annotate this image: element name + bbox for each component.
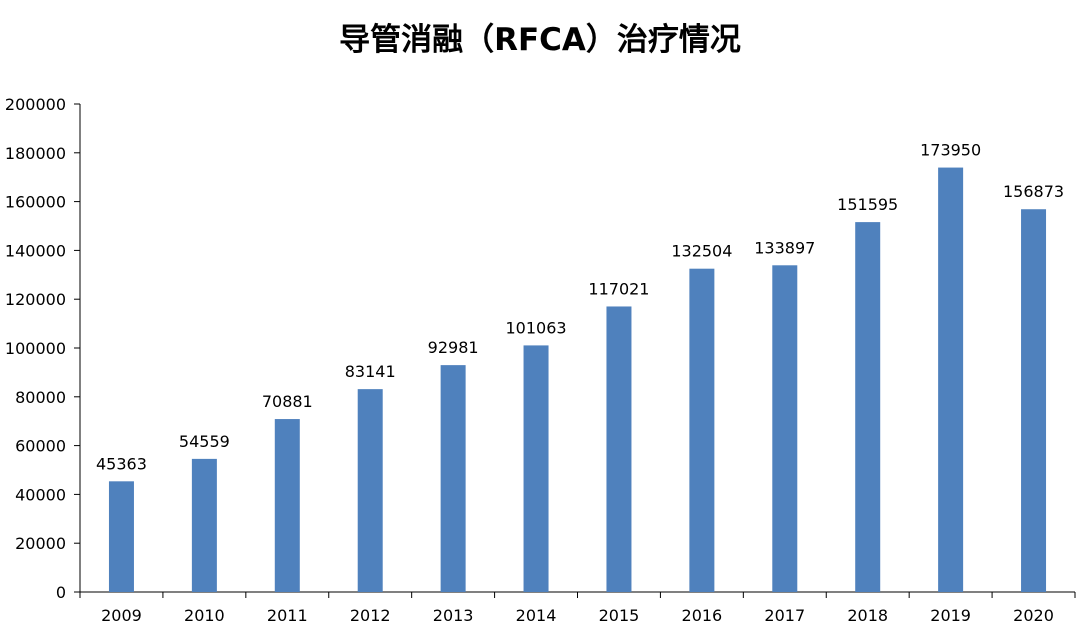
y-tick-label: 0: [56, 583, 66, 602]
data-labels: 45363 54559 70881 83141 92981 101063 117021 132…: [96, 141, 1064, 474]
bar-2011: [274, 419, 300, 592]
data-label-2015: 117021: [588, 279, 649, 298]
x-tick-label-2014: 2014: [516, 606, 557, 625]
bar-2013: [440, 365, 466, 592]
y-tick-label: 160000: [5, 193, 66, 212]
y-tick-label: 40000: [15, 485, 66, 504]
y-tick-label: 80000: [15, 388, 66, 407]
bar-2019: [938, 167, 964, 592]
x-tick-label-2009: 2009: [101, 606, 142, 625]
bar-2016: [689, 268, 715, 592]
data-label-2009: 45363: [96, 454, 147, 473]
data-label-2012: 83141: [345, 362, 396, 381]
y-tick-label: 120000: [5, 290, 66, 309]
data-label-2017: 133897: [754, 238, 815, 257]
x-tick-label-2012: 2012: [350, 606, 391, 625]
bars: [108, 167, 1047, 593]
x-tick-label-2010: 2010: [184, 606, 225, 625]
y-tick-label: 200000: [5, 95, 66, 114]
data-label-2010: 54559: [179, 432, 230, 451]
x-tick-label-2016: 2016: [682, 606, 723, 625]
y-axis: 0 20000 40000 60000 80000 100000 120000 140000 1…: [5, 95, 81, 602]
x-tick-label-2020: 2020: [1013, 606, 1054, 625]
y-tick-label: 100000: [5, 339, 66, 358]
x-tick-label-2011: 2011: [267, 606, 308, 625]
bar-2020: [1021, 209, 1047, 593]
bar-2009: [108, 481, 134, 592]
data-label-2014: 101063: [506, 318, 567, 337]
bar-2014: [523, 345, 549, 592]
bar-2010: [191, 458, 217, 592]
data-label-2011: 70881: [262, 392, 313, 411]
x-tick-label-2015: 2015: [599, 606, 640, 625]
data-label-2020: 156873: [1003, 182, 1064, 201]
data-label-2016: 132504: [671, 242, 732, 261]
y-tick-label: 140000: [5, 241, 66, 260]
x-tick-label-2019: 2019: [930, 606, 971, 625]
y-tick-label: 60000: [15, 437, 66, 456]
x-tick-label-2017: 2017: [764, 606, 805, 625]
data-label-2013: 92981: [428, 338, 479, 357]
data-label-2019: 173950: [920, 141, 981, 160]
bar-2015: [606, 306, 632, 592]
x-axis: 2009 2010 2011 2012 2013 2014 2015 2016 2017 2018…: [79, 591, 1076, 625]
x-tick-label-2018: 2018: [847, 606, 888, 625]
x-tick-label-2013: 2013: [433, 606, 474, 625]
y-tick-label: 180000: [5, 144, 66, 163]
bar-2012: [357, 389, 383, 592]
data-label-2018: 151595: [837, 195, 898, 214]
bar-2017: [772, 265, 798, 592]
bar-2018: [855, 222, 881, 592]
chart-title: 导管消融（RFCA）治疗情况: [339, 22, 741, 58]
y-tick-label: 20000: [15, 534, 66, 553]
